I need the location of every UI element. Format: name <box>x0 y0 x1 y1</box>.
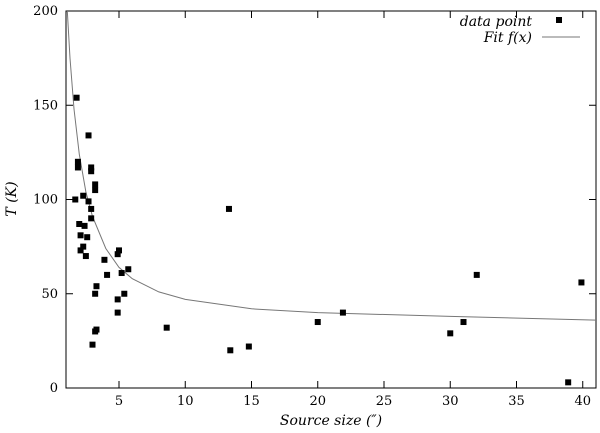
data-point <box>565 379 572 386</box>
data-point <box>245 343 252 350</box>
axis-ticks <box>66 10 596 389</box>
data-point <box>77 247 84 254</box>
data-point <box>460 319 467 326</box>
data-point <box>114 296 121 303</box>
data-point <box>92 290 99 297</box>
data-point <box>125 266 132 273</box>
data-point <box>225 205 232 212</box>
data-point <box>81 222 88 229</box>
tick-labels: 5 10 15 20 25 30 35 40 0 50 100 150 200 <box>33 4 591 409</box>
data-point <box>114 309 121 316</box>
data-point <box>92 181 99 188</box>
plot-frame <box>65 10 597 389</box>
data-point <box>121 290 128 297</box>
legend-label-data-point: data point <box>460 14 533 30</box>
x-tick-label: 5 <box>115 394 123 409</box>
data-point <box>82 253 89 260</box>
data-point <box>92 187 99 194</box>
x-tick-label: 30 <box>442 394 459 409</box>
data-point <box>74 164 81 171</box>
data-point <box>74 158 81 165</box>
data-point <box>92 328 99 335</box>
data-point <box>85 132 92 139</box>
data-point <box>116 247 122 254</box>
data-point <box>314 319 321 326</box>
x-tick-label: 40 <box>574 394 591 409</box>
data-point <box>88 215 95 222</box>
data-point <box>447 330 454 337</box>
data-point <box>77 232 84 239</box>
x-tick-label: 15 <box>243 394 260 409</box>
data-point <box>114 251 121 258</box>
data-point <box>101 256 108 263</box>
data-point <box>88 164 95 171</box>
data-point <box>72 196 79 203</box>
y-tick-label: 0 <box>50 381 58 396</box>
data-point <box>73 94 80 101</box>
data-point <box>578 279 585 286</box>
data-point <box>85 198 92 205</box>
x-tick-label: 10 <box>177 394 194 409</box>
y-tick-label: 100 <box>33 193 58 208</box>
data-point <box>89 341 96 348</box>
x-tick-label: 20 <box>309 394 326 409</box>
x-tick-label: 25 <box>376 394 393 409</box>
data-point <box>93 283 100 290</box>
y-axis-label: T (K) <box>4 181 20 216</box>
legend-marker-data-point <box>556 17 562 23</box>
data-point <box>163 324 170 331</box>
fit-curve-line <box>66 10 597 321</box>
data-point <box>104 271 111 278</box>
y-tick-label: 50 <box>41 287 58 302</box>
data-point <box>339 309 346 316</box>
data-point <box>88 205 95 212</box>
x-tick-label: 35 <box>508 394 525 409</box>
x-axis-label: Source size (″) <box>280 413 382 429</box>
data-point <box>80 243 87 250</box>
data-point <box>76 221 83 228</box>
data-point <box>80 192 87 199</box>
data-points <box>72 94 585 386</box>
data-point <box>473 271 480 278</box>
legend-label-fit: Fit f(x) <box>483 30 532 46</box>
legend: data point Fit f(x) <box>460 14 580 46</box>
data-point <box>227 347 234 354</box>
data-point <box>88 168 95 175</box>
y-tick-label: 150 <box>33 98 58 113</box>
data-point <box>84 234 91 241</box>
data-point <box>118 270 125 277</box>
y-tick-label: 200 <box>33 4 58 19</box>
